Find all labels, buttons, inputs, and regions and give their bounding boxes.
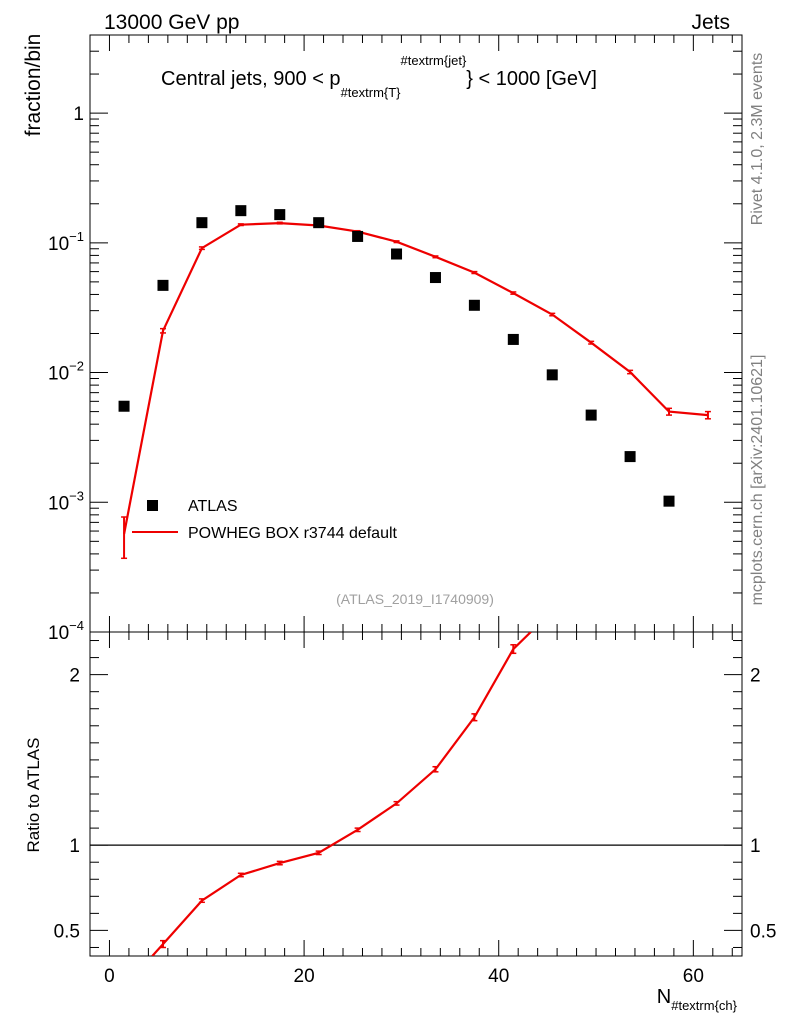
ratio-axis-ticks: 0.5 0.51 12 20 20 40 60: [54, 632, 776, 987]
atlas-data-point: [468, 299, 480, 311]
main-y-tick-label: 10−1: [48, 229, 84, 255]
plot-title: Central jets, 900 < p#textrm{T} #textrm{j…: [161, 53, 597, 100]
legend-label-powheg: POWHEG BOX r3744 default: [188, 525, 398, 542]
main-axis-ticks: 1 10−1 10−2 10−3 10−4: [48, 34, 742, 644]
legend: ATLAS POWHEG BOX r3744 default: [132, 498, 398, 542]
x-axis-label-sub: #textrm{ch}: [671, 998, 737, 1013]
atlas-data-point: [157, 279, 169, 291]
ratio-y-tick-label-left: 2: [69, 666, 80, 687]
legend-marker-atlas: [147, 500, 158, 511]
x-axis-label: N#textrm{ch}: [657, 986, 738, 1013]
title-main: Central jets, 900 < p: [161, 68, 341, 90]
atlas-data-point: [624, 451, 636, 463]
main-y-tick-label: 10−2: [48, 359, 84, 385]
main-frame: [89, 34, 743, 633]
title-tail: } < 1000 [GeV]: [466, 68, 597, 90]
ratio-y-tick-label-left: 0.5: [54, 921, 80, 942]
atlas-data-point: [391, 248, 403, 260]
ratio-frame: [89, 631, 743, 957]
side-label-rivet: Rivet 4.1.0, 2.3M events: [749, 53, 766, 226]
ratio-series-clipped: [151, 632, 532, 956]
x-axis-label-main: N: [657, 986, 671, 1008]
title-subscript: #textrm{T}: [341, 85, 402, 100]
ratio-ylabel: Ratio to ATLAS: [24, 738, 43, 853]
atlas-data-point: [313, 217, 325, 229]
main-ylabel: fraction/bin: [22, 34, 45, 137]
header-right: Jets: [691, 11, 730, 34]
ratio-y-tick-label-right: 1: [750, 836, 761, 857]
atlas-data-point: [585, 409, 597, 421]
atlas-data-point: [663, 495, 675, 507]
atlas-series: [118, 205, 675, 507]
atlas-data-point: [507, 333, 519, 345]
ratio-series: [151, 632, 532, 956]
ratio-y-tick-label-right: 0.5: [750, 921, 776, 942]
legend-label-atlas: ATLAS: [188, 498, 238, 515]
x-tick-label: 40: [488, 966, 509, 987]
atlas-data-point: [235, 205, 247, 217]
ratio-y-tick-label-left: 1: [69, 836, 80, 857]
header-left: 13000 GeV pp: [104, 11, 239, 34]
analysis-reference: (ATLAS_2019_I1740909): [336, 591, 494, 607]
ratio-line: [151, 632, 532, 956]
x-tick-label: 20: [294, 966, 315, 987]
x-tick-label: 0: [104, 966, 115, 987]
x-tick-label: 60: [683, 966, 704, 987]
atlas-data-point: [274, 209, 286, 221]
ratio-y-tick-label-right: 2: [750, 666, 761, 687]
atlas-data-point: [118, 400, 130, 412]
atlas-data-point: [546, 369, 558, 381]
atlas-data-point: [429, 272, 441, 284]
atlas-data-point: [352, 230, 364, 242]
main-y-tick-label: 10−4: [48, 618, 84, 644]
main-y-tick-label: 1: [73, 104, 84, 125]
main-y-tick-label: 10−3: [48, 488, 84, 514]
title-superscript: #textrm{jet}: [401, 53, 467, 68]
side-label-mcplots: mcplots.cern.ch [arXiv:2401.10621]: [749, 355, 766, 606]
atlas-data-point: [196, 217, 208, 229]
mc-line: [123, 221, 708, 535]
